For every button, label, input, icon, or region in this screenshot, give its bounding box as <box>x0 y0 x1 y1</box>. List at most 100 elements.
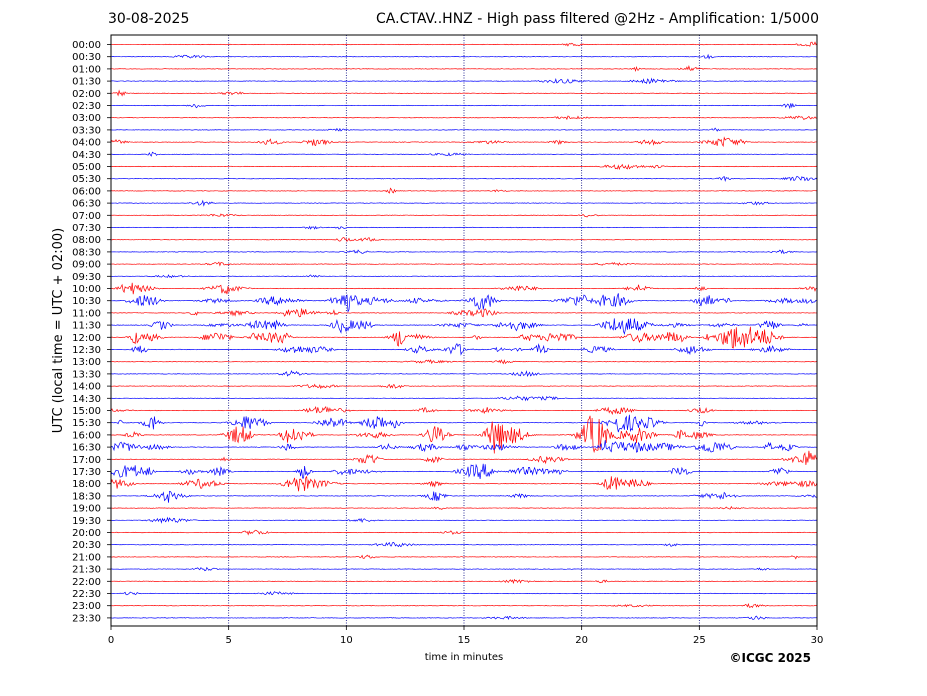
trace-0030 <box>110 53 818 60</box>
trace-2100 <box>110 554 818 560</box>
y-tick-label: 07:00 <box>72 211 101 222</box>
trace-1200 <box>110 326 818 349</box>
y-tick-label: 08:30 <box>72 247 101 258</box>
y-axis-label: UTC (local time = UTC + 02:00) <box>51 228 66 433</box>
y-tick-label: 09:00 <box>72 260 101 271</box>
trace-2300 <box>110 603 818 609</box>
trace-0730 <box>110 225 818 230</box>
y-tick-label: 14:00 <box>72 382 101 393</box>
trace-0700 <box>110 213 818 218</box>
y-tick-label: 22:00 <box>72 577 101 588</box>
y-tick-label: 21:00 <box>72 552 101 563</box>
trace-1130 <box>110 318 818 336</box>
trace-1430 <box>110 395 818 402</box>
y-tick-label: 08:00 <box>72 235 101 246</box>
trace-1530 <box>110 414 818 433</box>
y-tick-label: 13:30 <box>72 369 101 380</box>
trace-1830 <box>111 490 818 503</box>
trace-0330 <box>110 127 818 132</box>
trace-1900 <box>110 505 818 510</box>
x-axis-label: time in minutes <box>425 652 504 663</box>
x-tick-label: 15 <box>458 635 471 646</box>
trace-1030 <box>110 293 818 313</box>
y-tick-label: 07:30 <box>72 223 101 234</box>
y-tick-label: 05:00 <box>72 162 101 173</box>
y-tick-label: 09:30 <box>72 272 101 283</box>
y-tick-label: 12:30 <box>72 345 101 356</box>
y-tick-label: 20:00 <box>72 528 101 539</box>
y-tick-label: 01:00 <box>72 64 101 75</box>
trace-1800 <box>110 475 818 492</box>
trace-1500 <box>110 405 818 415</box>
trace-2000 <box>110 529 818 536</box>
x-tick-label: 5 <box>225 635 231 646</box>
trace-0000 <box>110 41 818 47</box>
y-tick-label: 04:00 <box>72 138 101 149</box>
trace-2030 <box>110 541 818 548</box>
trace-0930 <box>110 274 818 279</box>
y-tick-label: 16:30 <box>72 443 101 454</box>
y-tick-label: 01:30 <box>72 77 101 88</box>
y-tick-label: 03:30 <box>72 125 101 136</box>
trace-0300 <box>110 115 818 121</box>
trace-2330 <box>110 615 818 621</box>
trace-2130 <box>110 566 818 572</box>
y-tick-label: 18:30 <box>72 491 101 502</box>
y-tick-label: 16:00 <box>72 430 101 441</box>
trace-0830 <box>110 249 818 254</box>
y-tick-label: 10:30 <box>72 296 101 307</box>
y-tick-label: 12:00 <box>72 333 101 344</box>
y-tick-label: 11:00 <box>72 308 101 319</box>
trace-1100 <box>110 308 818 318</box>
y-tick-label: 22:30 <box>72 589 101 600</box>
trace-0800 <box>110 237 818 242</box>
x-tick-label: 20 <box>575 635 588 646</box>
trace-0400 <box>110 136 818 148</box>
y-tick-label: 06:30 <box>72 199 101 210</box>
trace-0600 <box>110 187 818 194</box>
trace-1930 <box>110 516 818 524</box>
trace-0630 <box>110 199 818 207</box>
y-tick-label: 18:00 <box>72 479 101 490</box>
trace-1730 <box>110 463 818 479</box>
x-tick-label: 30 <box>811 635 824 646</box>
trace-1000 <box>110 282 818 295</box>
y-tick-label: 00:30 <box>72 52 101 63</box>
y-tick-label: 14:30 <box>72 394 101 405</box>
chart-date-title: 30-08-2025 <box>108 11 190 27</box>
y-tick-label: 02:30 <box>72 101 101 112</box>
chart-station-title: CA.CTAV..HNZ - High pass filtered @2Hz -… <box>376 11 819 27</box>
y-tick-label: 05:30 <box>72 174 101 185</box>
y-tick-label: 00:00 <box>72 40 101 51</box>
trace-1400 <box>110 383 818 390</box>
trace-1230 <box>110 342 818 356</box>
y-tick-label: 04:30 <box>72 150 101 161</box>
y-tick-label: 20:30 <box>72 540 101 551</box>
trace-0100 <box>110 65 818 72</box>
trace-0530 <box>110 175 818 183</box>
trace-2200 <box>110 578 818 585</box>
y-tick-label: 15:30 <box>72 418 101 429</box>
trace-1600 <box>110 415 818 454</box>
trace-0130 <box>110 77 818 85</box>
trace-0200 <box>110 89 818 97</box>
trace-1700 <box>110 450 818 466</box>
trace-2230 <box>110 591 818 596</box>
x-tick-label: 0 <box>108 635 114 646</box>
trace-0500 <box>110 163 818 171</box>
y-tick-label: 13:00 <box>72 357 101 368</box>
y-tick-label: 19:30 <box>72 516 101 527</box>
x-tick-label: 25 <box>693 635 706 646</box>
y-tick-label: 03:00 <box>72 113 101 124</box>
trace-0900 <box>110 261 818 267</box>
y-tick-label: 23:30 <box>72 613 101 624</box>
y-tick-label: 17:00 <box>72 455 101 466</box>
y-tick-label: 02:00 <box>72 89 101 100</box>
y-tick-label: 06:00 <box>72 186 101 197</box>
y-tick-label: 21:30 <box>72 565 101 576</box>
y-tick-label: 10:00 <box>72 284 101 295</box>
y-tick-label: 15:00 <box>72 406 101 417</box>
y-tick-label: 23:00 <box>72 601 101 612</box>
y-tick-label: 17:30 <box>72 467 101 478</box>
